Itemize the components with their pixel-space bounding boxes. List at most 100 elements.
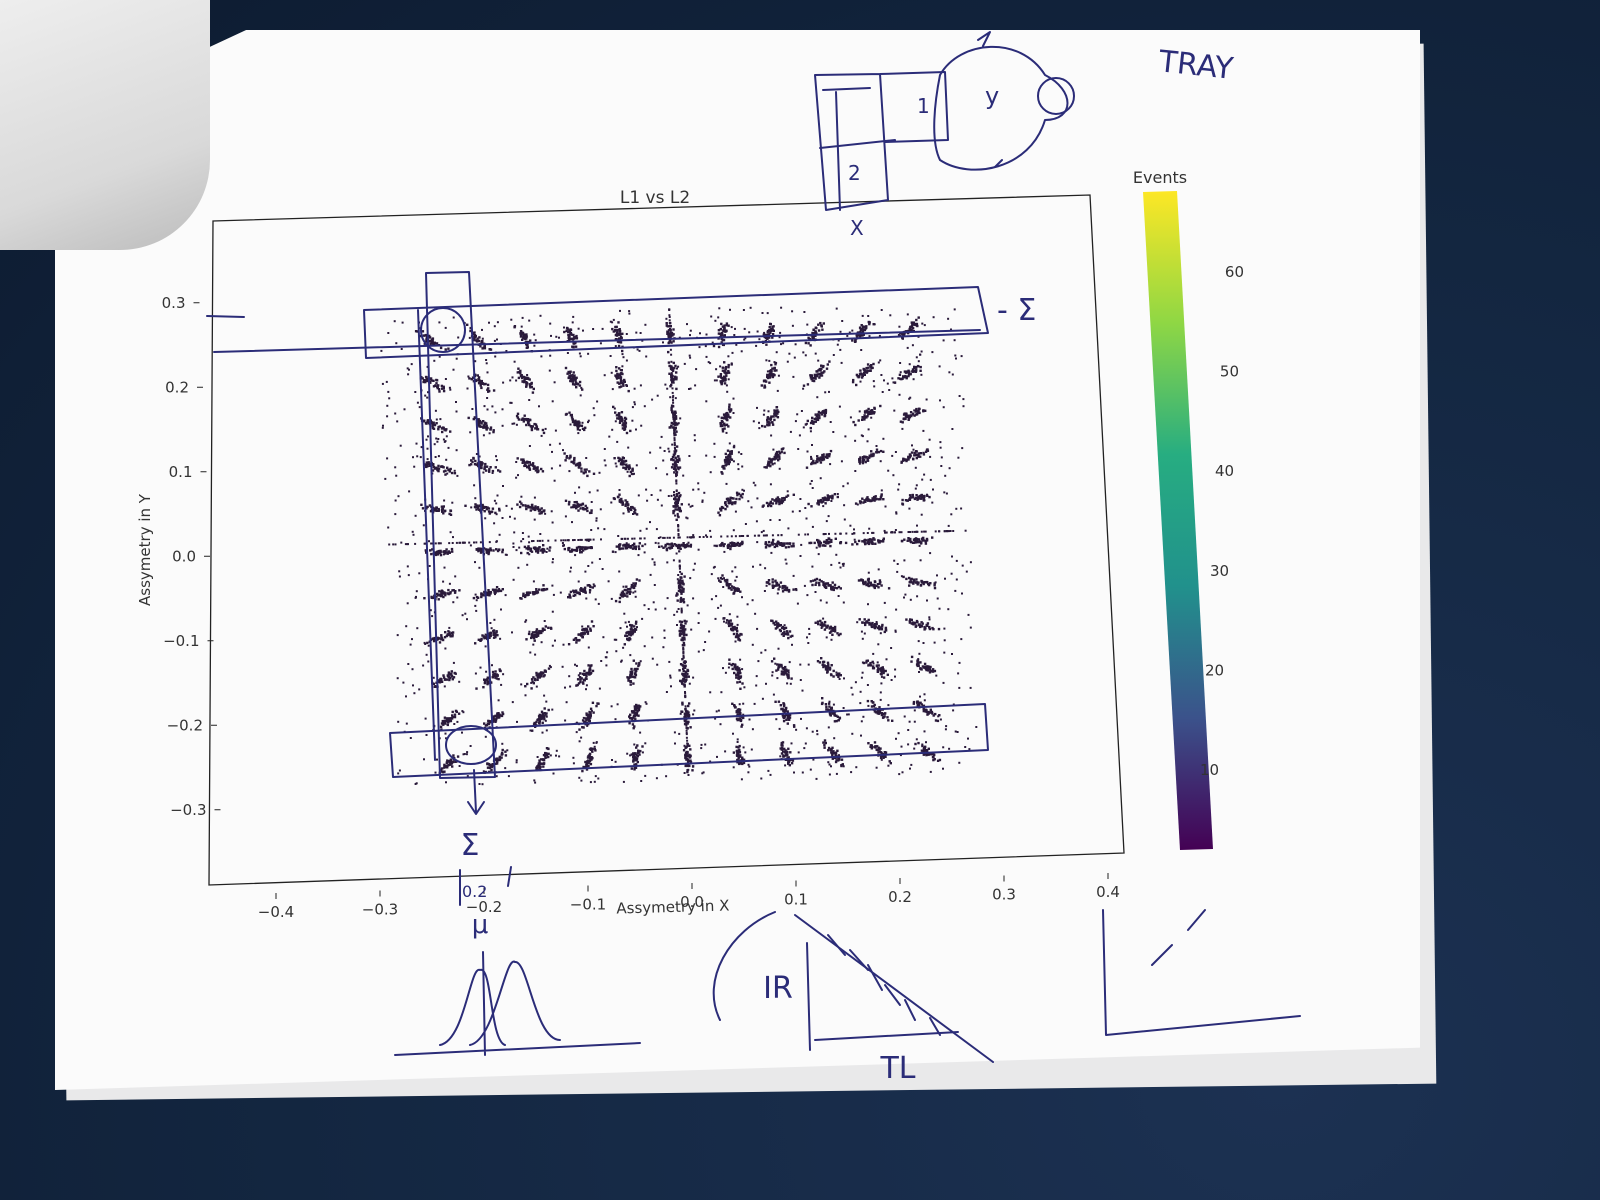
event-point xyxy=(487,719,490,723)
event-point xyxy=(435,509,439,512)
event-point xyxy=(571,417,574,421)
event-point xyxy=(471,460,474,463)
event-point xyxy=(589,629,592,632)
event-point xyxy=(674,498,677,501)
event-point xyxy=(869,409,873,412)
event-point xyxy=(627,508,630,511)
event-point xyxy=(563,330,566,334)
event-point xyxy=(754,484,757,487)
event-point xyxy=(632,757,635,760)
event-point xyxy=(858,375,861,378)
event-point xyxy=(577,682,581,685)
event-point xyxy=(675,518,678,521)
event-point xyxy=(620,411,624,414)
event-point xyxy=(722,343,725,347)
event-point xyxy=(675,592,678,595)
event-point xyxy=(586,756,590,759)
event-point xyxy=(632,752,635,755)
event-point xyxy=(471,376,475,379)
event-point xyxy=(852,378,855,382)
event-point xyxy=(516,503,519,506)
event-point xyxy=(900,539,904,543)
event-point xyxy=(918,494,922,498)
event-point xyxy=(614,462,617,465)
event-point xyxy=(524,461,527,464)
event-point xyxy=(824,703,828,706)
event-point xyxy=(587,419,590,422)
event-point xyxy=(736,629,739,633)
event-point xyxy=(575,337,579,340)
event-point xyxy=(530,633,534,636)
event-point xyxy=(439,553,443,557)
event-point xyxy=(682,598,685,601)
event-point xyxy=(577,580,580,583)
event-point xyxy=(689,543,693,547)
event-point xyxy=(827,746,831,750)
event-point xyxy=(776,416,780,419)
event-point xyxy=(859,369,862,372)
event-point xyxy=(769,328,772,331)
event-point xyxy=(860,376,864,379)
event-point xyxy=(522,458,525,461)
event-point xyxy=(831,633,834,636)
event-point xyxy=(581,549,585,552)
event-point xyxy=(722,413,726,416)
event-point xyxy=(444,378,447,380)
event-point xyxy=(727,457,730,461)
event-point xyxy=(829,673,833,676)
event-point xyxy=(618,412,621,415)
event-point xyxy=(775,500,779,503)
event-point xyxy=(581,635,584,639)
event-point xyxy=(825,498,828,501)
event-point xyxy=(576,428,580,431)
event-point xyxy=(867,407,870,411)
event-point xyxy=(621,349,624,353)
event-point xyxy=(539,765,542,768)
event-point xyxy=(524,376,527,379)
event-point xyxy=(575,500,578,504)
event-point xyxy=(435,382,438,385)
event-point xyxy=(683,712,687,716)
event-point xyxy=(858,335,862,338)
event-point xyxy=(437,455,440,458)
event-point xyxy=(709,529,712,532)
event-point xyxy=(923,699,926,702)
event-point xyxy=(624,621,627,624)
event-point xyxy=(673,493,676,497)
event-point xyxy=(677,491,681,495)
event-point xyxy=(435,437,438,440)
event-point xyxy=(626,637,629,641)
event-point xyxy=(815,374,819,378)
event-point xyxy=(633,768,636,771)
event-point xyxy=(582,631,585,634)
event-point xyxy=(535,674,538,677)
event-point xyxy=(635,620,638,623)
event-point xyxy=(799,663,802,666)
event-point xyxy=(494,674,498,677)
event-point xyxy=(574,381,578,384)
event-point xyxy=(861,334,864,337)
event-point xyxy=(618,374,622,377)
event-point xyxy=(787,761,790,764)
event-point xyxy=(483,678,486,681)
event-point xyxy=(739,719,743,723)
event-point xyxy=(771,619,774,623)
event-point xyxy=(817,539,820,542)
event-point xyxy=(727,415,730,418)
event-point xyxy=(626,506,629,509)
event-point xyxy=(863,455,866,458)
event-point xyxy=(441,387,444,390)
event-point xyxy=(911,368,915,371)
event-point xyxy=(898,325,901,328)
event-point xyxy=(824,410,828,413)
event-point xyxy=(825,540,829,544)
event-point xyxy=(531,631,535,634)
event-point xyxy=(584,627,588,630)
event-point xyxy=(487,592,490,596)
event-point xyxy=(741,488,744,491)
event-point xyxy=(479,345,482,348)
event-point xyxy=(688,756,692,759)
event-point xyxy=(524,685,527,688)
event-point xyxy=(577,674,580,677)
event-point xyxy=(776,409,779,412)
